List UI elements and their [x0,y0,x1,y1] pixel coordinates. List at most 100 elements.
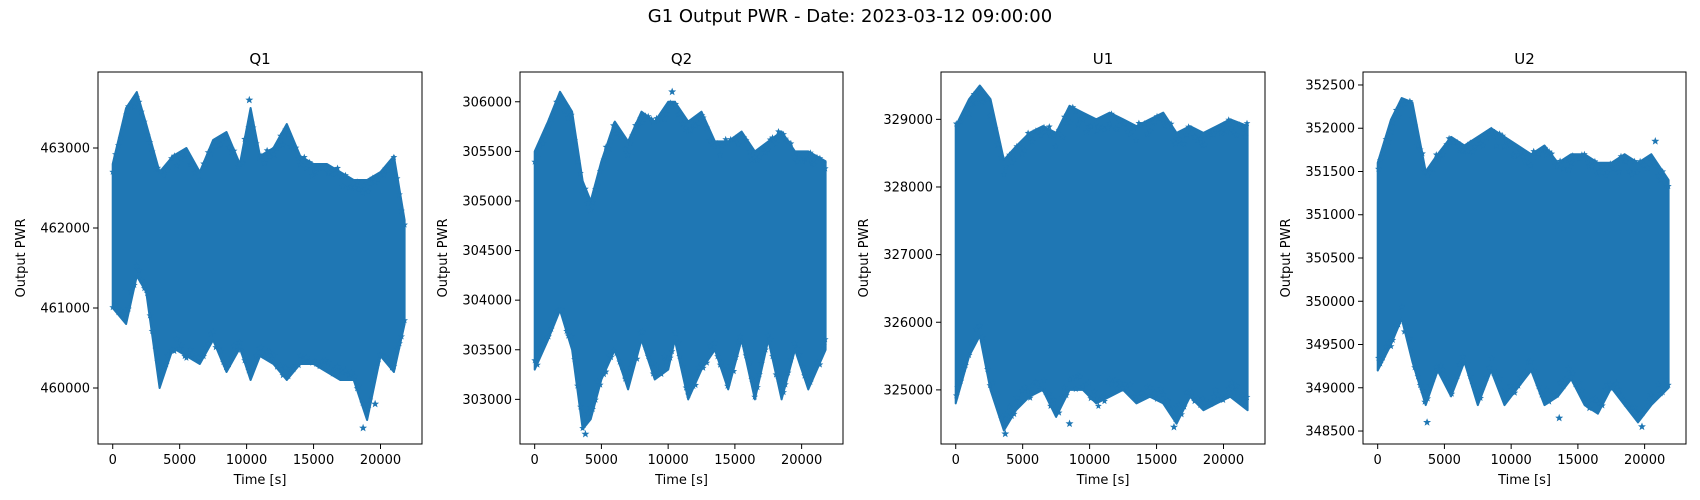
data-point [109,303,117,311]
data-point [1432,363,1440,370]
data-point [1477,394,1484,401]
data-point [1655,172,1662,179]
data-point [1141,392,1148,399]
data-point [662,358,670,365]
data-point [633,355,641,362]
data-point [531,158,539,165]
data-point [1490,133,1497,140]
data-point [676,352,683,360]
data-point [762,346,769,353]
data-point [780,130,787,138]
data-point [1641,405,1648,413]
x-tick-label: 10000 [1490,453,1531,468]
data-point [1585,404,1593,412]
data-point [1006,151,1013,158]
data-point [1157,385,1164,392]
data-point [1375,354,1382,361]
data-point [249,363,257,370]
data-point [1509,385,1517,393]
data-point [1414,373,1422,380]
data-point [332,170,339,177]
data-point [1426,381,1434,389]
data-point [539,339,547,347]
data-point [1392,322,1400,329]
data-point [787,356,795,363]
data-point [1108,110,1115,117]
data-point [613,349,620,357]
data-point [1144,130,1151,137]
data-point [1207,400,1215,407]
x-tick-label: 15000 [1557,453,1598,468]
data-point [1657,176,1665,183]
data-point [1411,363,1419,371]
x-tick-label: 10000 [226,453,267,468]
y-axis-label: Output PWR [857,218,872,297]
data-point [282,364,289,371]
y-tick-label: 329000 [883,113,933,128]
data-point [1443,374,1451,382]
data-point [1135,393,1143,400]
x-tick-label: 15000 [714,453,755,468]
data-point [1170,404,1178,412]
data-point [143,131,151,139]
data-point [724,139,731,146]
data-point [1464,360,1471,367]
data-point [682,384,690,391]
subplot-title: Q2 [671,50,692,68]
data-point [1167,405,1175,412]
data-point [545,122,552,129]
data-point [351,184,359,191]
data-point [1603,168,1611,176]
data-point [1124,386,1132,394]
data-point [1591,157,1599,165]
data-point [986,112,994,119]
y-tick-label: 461000 [40,302,90,317]
data-point [245,366,253,374]
data-point [1613,159,1620,166]
x-axis-label: Time [s] [654,473,708,488]
data-point [976,89,984,96]
data-point [984,365,991,373]
data-point [1553,162,1561,170]
data-point [398,207,405,214]
data-point [661,352,668,360]
data-point [1606,381,1614,388]
data-point [390,362,398,370]
data-point [1389,336,1397,343]
data-point [1182,131,1190,138]
data-point [1052,142,1060,150]
data-point [605,145,613,152]
data-point [302,354,310,361]
data-point [1538,391,1546,398]
data-point [732,353,740,360]
data-point [1149,119,1156,126]
data-point [1628,171,1636,178]
data-point [629,360,636,367]
data-point [716,151,724,158]
data-point [177,341,185,349]
y-tick-label: 325000 [883,383,933,398]
data-point [1160,390,1167,398]
data-point [758,145,765,153]
data-point [736,333,744,340]
data-point [241,135,248,142]
data-point [621,145,629,152]
data-point [639,328,646,335]
data-point [319,357,326,365]
data-point [388,364,396,371]
data-point [1595,400,1603,407]
data-point [592,396,599,403]
data-point [1609,165,1617,172]
data-point [1511,389,1519,396]
data-point [600,370,608,378]
data-point [1493,369,1500,376]
data-point [775,128,782,135]
data-point [708,140,716,148]
data-point [1101,126,1108,133]
data-point [1037,131,1045,139]
data-point [1622,157,1630,165]
data-point [1018,386,1026,394]
data-point [1595,168,1603,175]
data-point [1172,140,1179,147]
